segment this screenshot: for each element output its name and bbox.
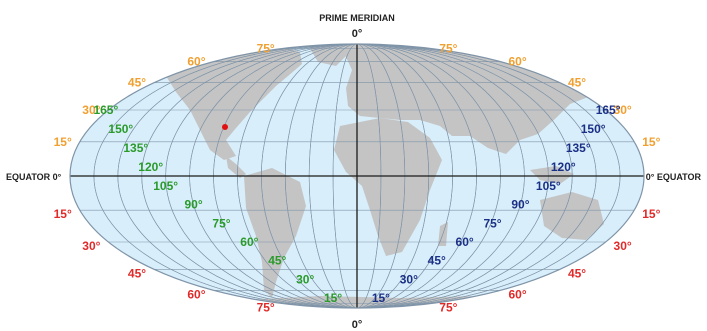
north-latitude-label-left: 15° xyxy=(54,135,72,149)
prime-meridian-top-label: 0° xyxy=(352,28,363,40)
north-latitude-label-left: 45° xyxy=(128,76,146,90)
south-latitude-label-left: 45° xyxy=(128,266,146,280)
south-latitude-label-left: 60° xyxy=(187,287,205,301)
south-latitude-label-right: 75° xyxy=(439,301,457,315)
east-longitude-label: 120° xyxy=(551,160,576,174)
coordinate-labels: 15° 15° 30° 30° 45° 45° 60° 60° 75° 75° 15° 15° 30° 3… xyxy=(54,41,661,314)
west-longitude-label: 150° xyxy=(108,122,133,136)
west-longitude-label: 135° xyxy=(123,141,148,155)
west-longitude-label: 120° xyxy=(138,160,163,174)
central-america-landmass xyxy=(226,156,246,178)
africa-landmass xyxy=(334,118,442,256)
south-latitude-label-left: 15° xyxy=(54,207,72,221)
equator-left-label: EQUATOR 0° xyxy=(6,172,62,182)
north-latitude-label-right: 15° xyxy=(642,135,660,149)
east-longitude-label: 150° xyxy=(581,122,606,136)
prime-meridian-title: PRIME MERIDIAN xyxy=(319,13,395,23)
north-latitude-label-right: 45° xyxy=(568,76,586,90)
east-longitude-label: 30° xyxy=(400,272,418,286)
east-longitude-label: 165° xyxy=(596,103,621,117)
west-longitude-label: 75° xyxy=(212,216,230,230)
south-latitude-label-right: 60° xyxy=(509,287,527,301)
south-latitude-label-right: 30° xyxy=(614,239,632,253)
southeast-asia-islands xyxy=(530,166,574,184)
south-latitude-label-left: 75° xyxy=(257,301,275,315)
north-latitude-label-right: 60° xyxy=(509,55,527,69)
australia-landmass xyxy=(540,192,604,240)
north-latitude-label-left: 60° xyxy=(187,55,205,69)
west-longitude-label: 90° xyxy=(184,198,202,212)
east-longitude-label: 45° xyxy=(428,254,446,268)
west-longitude-label: 60° xyxy=(240,235,258,249)
greenland-landmass xyxy=(305,44,352,66)
north-latitude-label-right: 30° xyxy=(614,103,632,117)
east-longitude-label: 135° xyxy=(566,141,591,155)
east-longitude-label: 15° xyxy=(372,291,390,305)
south-america-landmass xyxy=(244,168,306,298)
south-latitude-label-right: 15° xyxy=(642,207,660,221)
map-outline xyxy=(69,43,645,309)
west-longitude-label: 165° xyxy=(93,103,118,117)
south-latitude-label-left: 30° xyxy=(82,239,100,253)
south-latitude-label-right: 45° xyxy=(568,266,586,280)
east-longitude-label: 60° xyxy=(456,235,474,249)
equator-right-label: 0° EQUATOR xyxy=(646,172,702,182)
west-longitude-label: 15° xyxy=(324,291,342,305)
east-longitude-label: 105° xyxy=(536,179,561,193)
east-longitude-label: 90° xyxy=(511,198,529,212)
prime-meridian-bottom-label: 0° xyxy=(352,319,363,331)
north-america-landmass xyxy=(158,44,302,160)
west-longitude-label: 30° xyxy=(296,272,314,286)
west-longitude-label: 45° xyxy=(268,254,286,268)
north-latitude-label-right: 75° xyxy=(439,41,457,55)
north-latitude-label-left: 30° xyxy=(82,103,100,117)
west-longitude-label: 105° xyxy=(153,179,178,193)
east-longitude-label: 75° xyxy=(483,216,501,230)
city-marker xyxy=(222,124,228,130)
north-latitude-label-left: 75° xyxy=(257,41,275,55)
